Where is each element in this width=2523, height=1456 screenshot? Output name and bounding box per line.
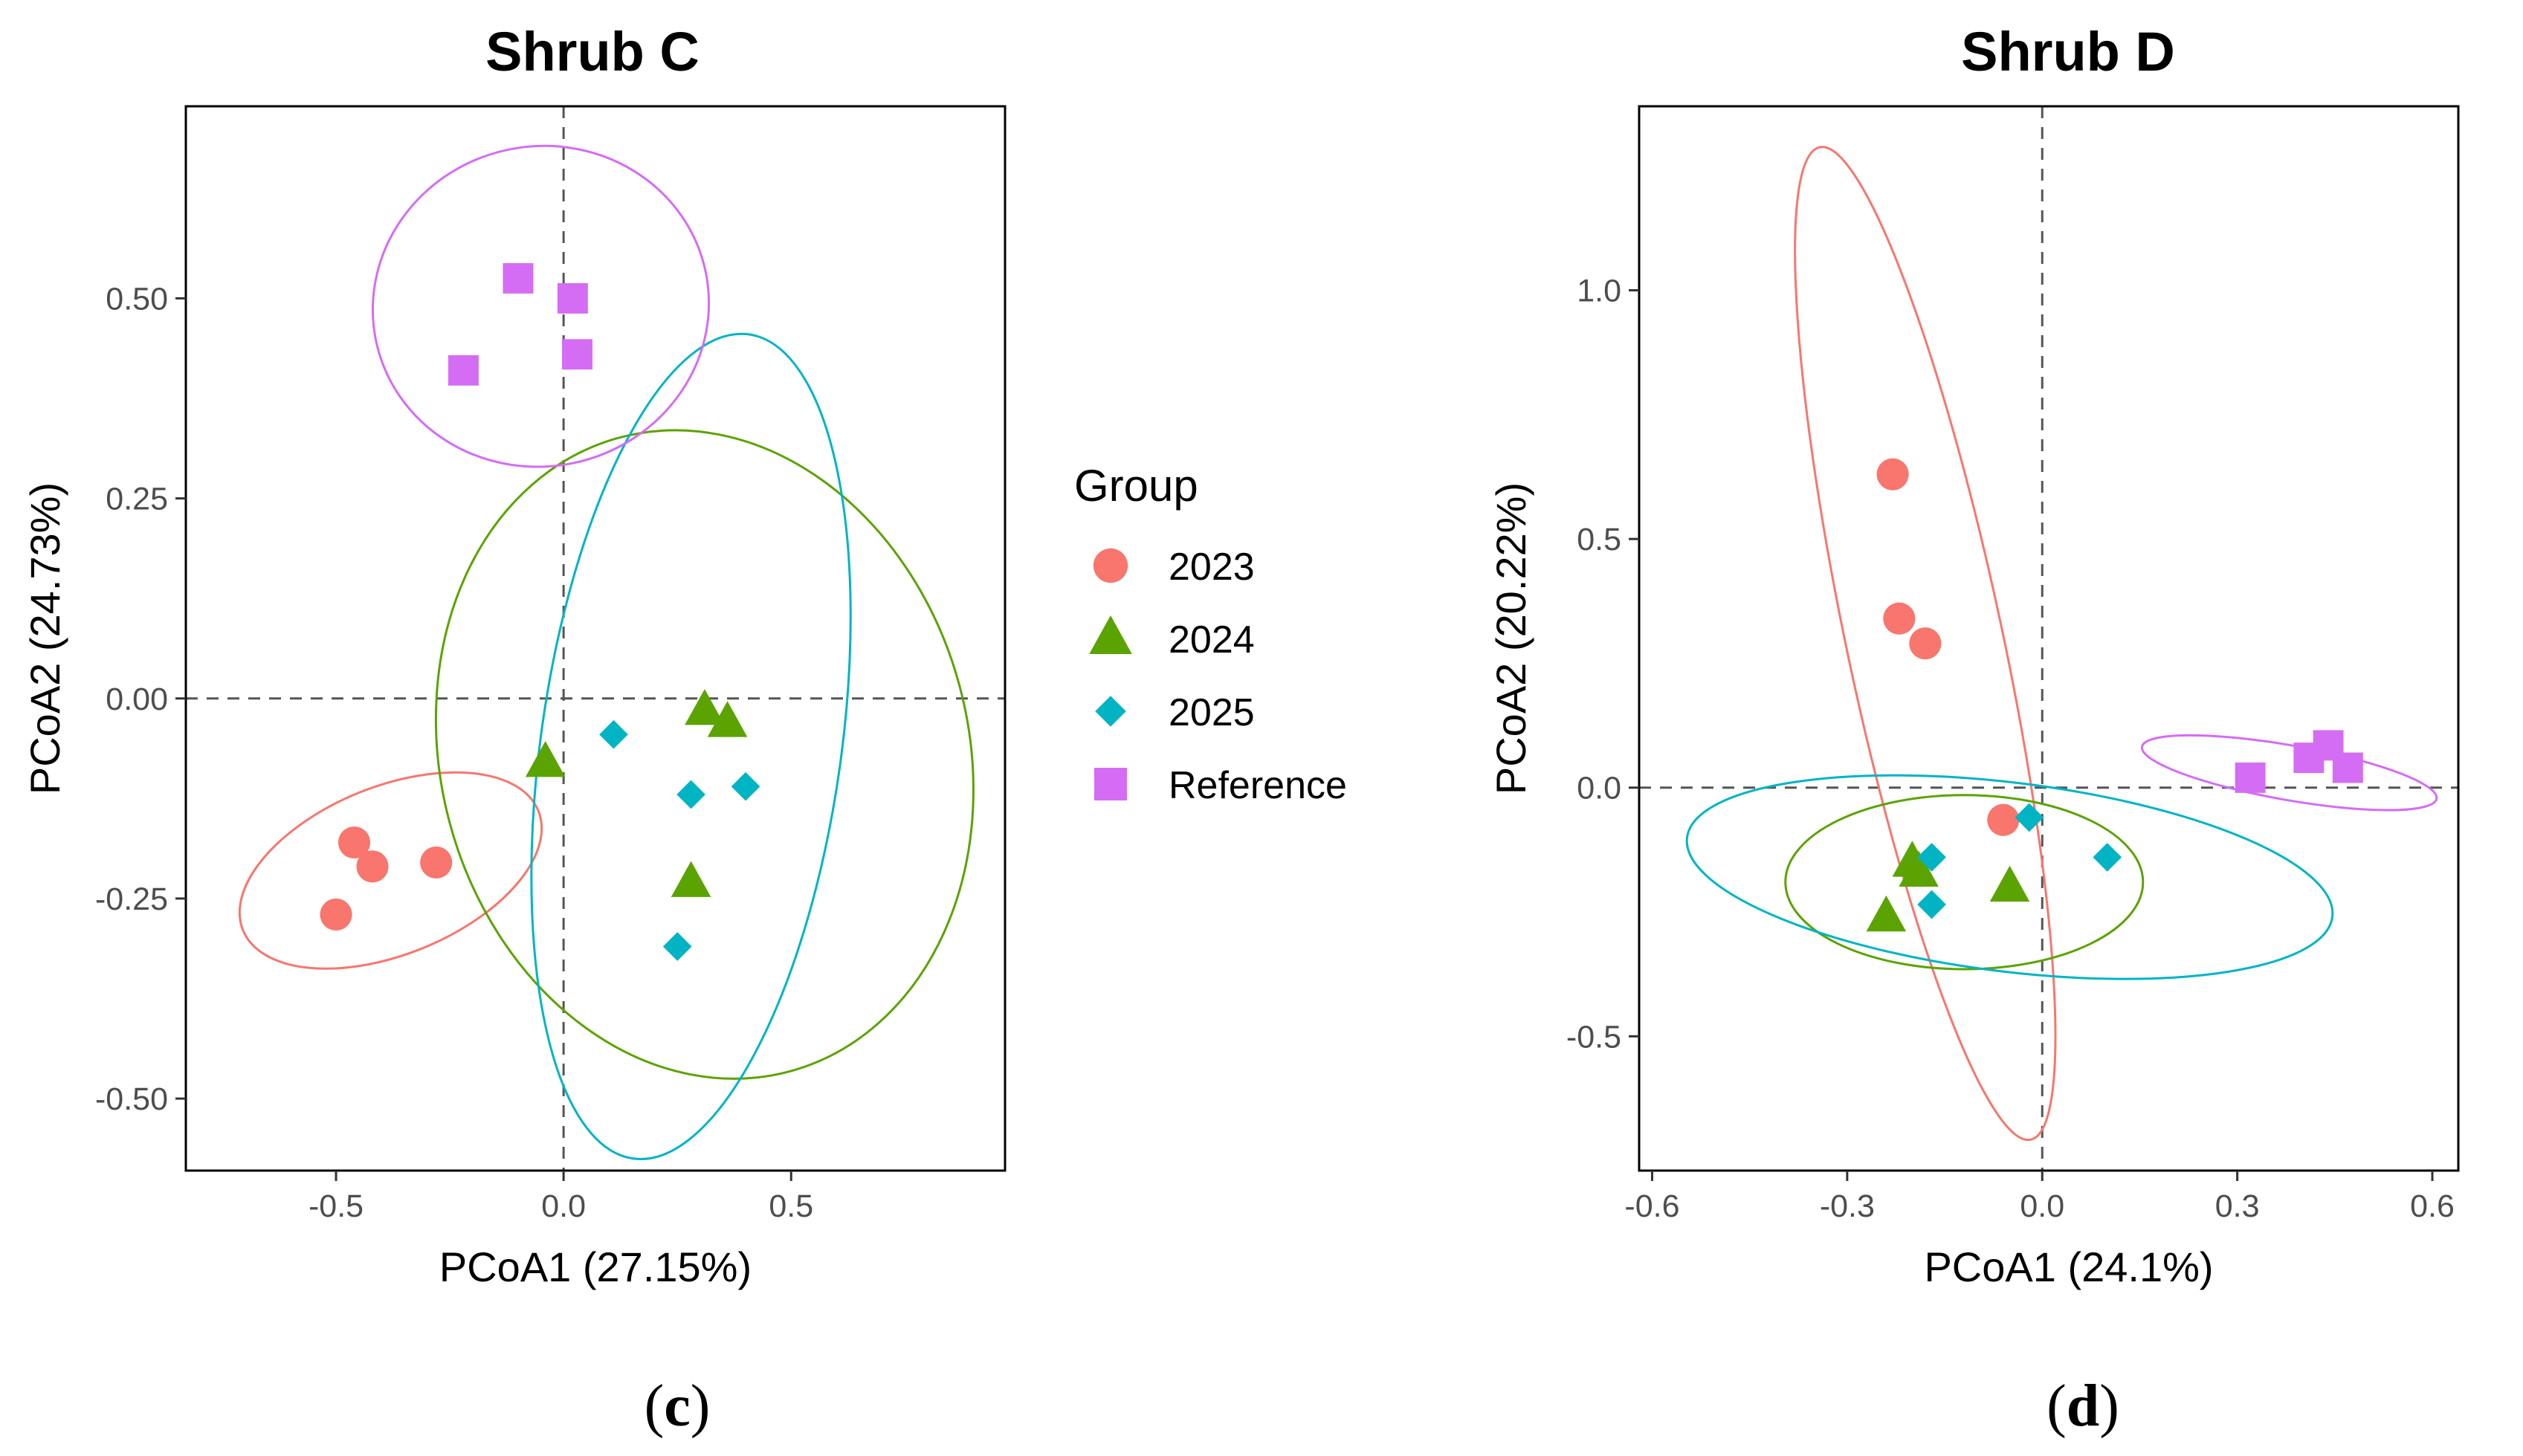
panel-c-y-tick-label: 0.25 <box>106 482 168 517</box>
panel-d-point-2023 <box>1883 602 1916 635</box>
panel-c-y-axis-label: PCoA2 (24.73%) <box>22 482 68 795</box>
legend-title: Group <box>1074 461 1198 511</box>
panel-d-border <box>1638 105 2460 1172</box>
panel-d-point-2023 <box>1876 458 1909 491</box>
legend-key-reference <box>1094 768 1127 800</box>
panel-d-y-tick-label: 0.5 <box>1577 522 1621 557</box>
panel-d-series-2024 <box>1866 841 2030 932</box>
panel-d-y-tick-label: 0.0 <box>1577 771 1621 806</box>
panel-d-series-2023 <box>1876 458 2020 836</box>
panel-c-y-tick-label: -0.25 <box>95 881 168 917</box>
panel-c-title: Shrub C <box>485 21 700 82</box>
panel-c-point-2025 <box>731 771 760 801</box>
panel-d-ellipse-2024 <box>1784 794 2145 971</box>
panel-c-point-2024 <box>685 689 725 725</box>
panel-c-ellipse-2025 <box>530 332 852 1160</box>
panel-d-point-2025 <box>2093 843 2122 872</box>
panel-c-series-2024 <box>525 689 748 897</box>
panel-d-point-2023 <box>1909 627 1942 660</box>
panel-d-series-reference <box>2235 730 2363 793</box>
panel-d-x-tick-label: 0.3 <box>2215 1188 2260 1224</box>
legend-item-2025: 2025 <box>1095 691 1255 734</box>
panel-c-ellipse-reference <box>371 144 711 468</box>
panel-d-point-2023 <box>1987 803 2020 836</box>
panel-d-point-2025 <box>1917 890 1946 919</box>
panel-c-point-reference <box>557 282 588 314</box>
panel-c-y-tick-label: 0.50 <box>106 281 168 317</box>
panel-c-point-2025 <box>662 932 692 961</box>
panel-d-x-tick-label: 0.6 <box>2410 1188 2455 1224</box>
legend-item-2024: 2024 <box>1089 615 1255 661</box>
panel-c-label: (c) <box>645 1374 711 1439</box>
panel-c: Shrub C PCoA1 (27.15%) PCoA2 (24.73%) -0… <box>22 21 1007 1439</box>
panel-d-y-tick-label: -0.5 <box>1566 1019 1621 1055</box>
panel-d-ticks: -0.6 -0.3 0.0 0.3 0.6 -0.5 0.0 0.5 1.0 <box>1566 274 2455 1224</box>
panel-c-x-axis-label: PCoA1 (27.15%) <box>439 1243 752 1290</box>
panel-c-plot-area <box>186 106 1005 1171</box>
panel-d-y-axis-label: PCoA2 (20.22%) <box>1487 482 1534 795</box>
panel-c-series-2023 <box>320 826 453 931</box>
panel-d-ellipse-2023 <box>1794 146 2057 1142</box>
legend-label-reference: Reference <box>1169 764 1347 807</box>
panel-c-x-tick-label: 0.0 <box>541 1188 586 1224</box>
panel-d-point-2024 <box>1866 895 1907 932</box>
panel-d-point-2025 <box>1917 843 1946 872</box>
legend-label-2025: 2025 <box>1169 691 1255 734</box>
panel-d-series-2025 <box>1917 803 2122 919</box>
panel-d-x-tick-label: -0.6 <box>1624 1188 1679 1224</box>
panel-c-y-tick-label: 0.00 <box>106 682 168 717</box>
panel-c-point-2023 <box>337 826 371 859</box>
legend-key-2024 <box>1089 615 1132 654</box>
panel-c-point-2025 <box>676 780 705 809</box>
legend-label-2024: 2024 <box>1169 618 1255 661</box>
panel-d-x-axis-label: PCoA1 (24.1%) <box>1924 1243 2213 1290</box>
panel-c-point-reference <box>448 355 479 386</box>
panel-c-point-2023 <box>420 846 453 879</box>
panel-c-ticks: -0.5 0.0 0.5 -0.50 -0.25 0.00 0.25 0.50 <box>95 281 813 1224</box>
panel-d-point-2024 <box>1899 850 1939 887</box>
legend-key-2025 <box>1095 696 1126 727</box>
panel-c-border <box>184 105 1007 1172</box>
panel-c-x-tick-label: -0.5 <box>308 1188 364 1224</box>
legend-key-2023 <box>1093 548 1128 583</box>
panel-d-x-tick-label: 0.0 <box>2020 1188 2064 1224</box>
panel-d-ellipse-2025 <box>1685 774 2334 980</box>
panel-c-point-2023 <box>356 850 389 883</box>
panel-c-point-reference <box>503 263 534 294</box>
panel-c-point-2024 <box>525 741 566 777</box>
panel-c-ellipse-2023 <box>238 771 543 970</box>
panel-c-point-2025 <box>599 719 628 749</box>
panel-d-label: (d) <box>2046 1374 2119 1439</box>
legend-label-2023: 2023 <box>1169 546 1255 589</box>
panel-c-ellipse-2024 <box>434 429 975 1080</box>
legend: Group 2023 2024 2025 Reference <box>1074 461 1347 807</box>
panel-d-plot-area <box>1639 106 2458 1171</box>
panel-c-point-reference <box>562 339 592 370</box>
panel-c-point-2024 <box>671 861 711 897</box>
panel-d-ellipse-reference <box>2140 734 2438 812</box>
legend-item-2023: 2023 <box>1093 546 1255 589</box>
panel-c-point-2024 <box>707 701 748 737</box>
panel-c-x-tick-label: 0.5 <box>769 1188 813 1224</box>
panel-c-series-2025 <box>599 719 760 961</box>
panel-d-y-tick-label: 1.0 <box>1577 274 1621 309</box>
panel-d-x-tick-label: -0.3 <box>1820 1188 1875 1224</box>
panel-c-y-tick-label: -0.50 <box>95 1081 168 1117</box>
panel-d-title: Shrub D <box>1961 21 2175 82</box>
panel-c-point-2023 <box>320 898 352 931</box>
legend-item-reference: Reference <box>1094 764 1347 807</box>
panel-d-point-reference <box>2235 762 2266 793</box>
legend-items: 2023 2024 2025 Reference <box>1089 546 1347 807</box>
panel-d-point-2025 <box>2015 803 2044 832</box>
panel-d-point-2024 <box>1989 865 2030 902</box>
panel-d-point-reference <box>2332 752 2363 783</box>
panel-d: Shrub D PCoA1 (24.1%) PCoA2 (20.22%) -0.… <box>1487 21 2460 1439</box>
panel-c-series-reference <box>448 263 592 386</box>
